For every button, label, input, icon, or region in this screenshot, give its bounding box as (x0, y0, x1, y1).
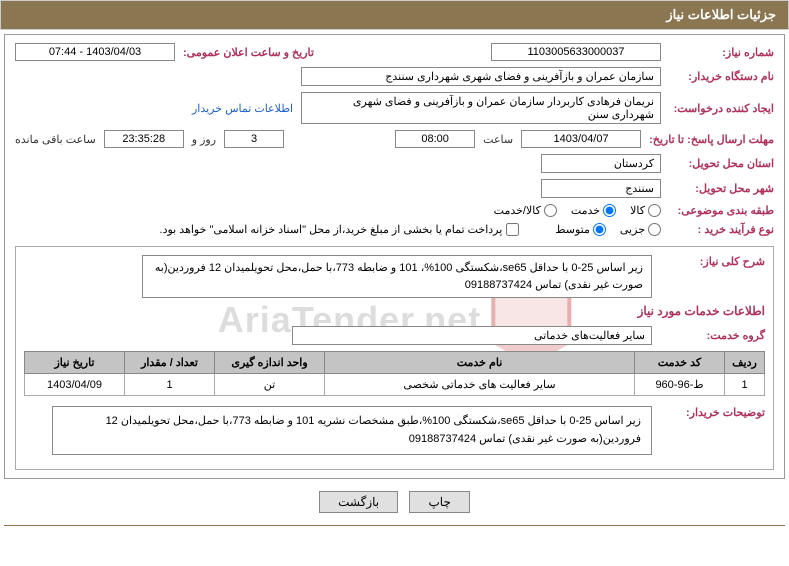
city-value: سنندج (541, 179, 661, 198)
category-radios: کالا خدمت کالا/خدمت (494, 204, 661, 217)
contact-info-link[interactable]: اطلاعات تماس خریدار (192, 102, 293, 115)
announce-label: تاریخ و ساعت اعلان عمومی: (183, 46, 314, 59)
city-label: شهر محل تحویل: (669, 182, 774, 195)
announce-value: 1403/04/03 - 07:44 (15, 43, 175, 61)
process-label: نوع فرآیند خرید : (669, 223, 774, 236)
requester-value: نریمان فرهادی کاربردار سازمان عمران و با… (301, 92, 661, 124)
days-and-label: روز و (192, 133, 216, 146)
buyer-org-value: سازمان عمران و بازآفرینی و فضای شهری شهر… (301, 67, 661, 86)
buyer-notes-value: زیر اساس 25-0 با حداقل se65،شکستگی 100%،… (52, 406, 652, 455)
category-label: طبقه بندی موضوعی: (669, 204, 774, 217)
remaining-label: ساعت باقی مانده (15, 133, 96, 146)
need-number-label: شماره نیاز: (669, 46, 774, 59)
time-remaining: 23:35:28 (104, 130, 184, 148)
cell-date: 1403/04/09 (25, 374, 125, 396)
province-label: استان محل تحویل: (669, 157, 774, 170)
treasury-checkbox[interactable]: پرداخت تمام یا بخشی از مبلغ خرید،از محل … (160, 223, 520, 236)
radio-goods[interactable]: کالا (630, 204, 661, 217)
back-button[interactable]: بازگشت (319, 491, 398, 513)
cell-unit: تن (215, 374, 325, 396)
th-name: نام خدمت (325, 352, 635, 374)
time-label: ساعت (483, 133, 513, 146)
services-table: ردیف کد خدمت نام خدمت واحد اندازه گیری ت… (24, 351, 765, 396)
radio-minor[interactable]: جزیی (620, 223, 661, 236)
service-group-label: گروه خدمت: (660, 329, 765, 342)
print-button[interactable]: چاپ (409, 491, 469, 513)
th-qty: تعداد / مقدار (125, 352, 215, 374)
main-panel: AriaTender.net شماره نیاز: 1103005633000… (4, 34, 785, 479)
cell-qty: 1 (125, 374, 215, 396)
th-code: کد خدمت (635, 352, 725, 374)
th-unit: واحد اندازه گیری (215, 352, 325, 374)
radio-medium[interactable]: متوسط (555, 223, 606, 236)
header-title: جزئیات اطلاعات نیاز (666, 7, 776, 22)
process-radios: جزیی متوسط (555, 223, 661, 236)
cell-name: سایر فعالیت های خدماتی شخصی (325, 374, 635, 396)
summary-value: زیر اساس 25-0 با حداقل se65،شکستگی 100%،… (142, 255, 652, 298)
days-remaining: 3 (224, 130, 284, 148)
table-header-row: ردیف کد خدمت نام خدمت واحد اندازه گیری ت… (25, 352, 765, 374)
th-date: تاریخ نیاز (25, 352, 125, 374)
cell-code: ط-96-960 (635, 374, 725, 396)
details-section: شرح کلی نیاز: زیر اساس 25-0 با حداقل se6… (15, 246, 774, 470)
services-info-title: اطلاعات خدمات مورد نیاز (24, 304, 765, 318)
buyer-notes-label: توضیحات خریدار: (660, 406, 765, 419)
radio-both[interactable]: کالا/خدمت (494, 204, 557, 217)
button-bar: چاپ بازگشت (0, 491, 789, 513)
service-group-value: سایر فعالیت‌های خدماتی (292, 326, 652, 345)
page-header: جزئیات اطلاعات نیاز (0, 0, 789, 30)
table-row: 1 ط-96-960 سایر فعالیت های خدماتی شخصی ت… (25, 374, 765, 396)
need-number-value: 1103005633000037 (491, 43, 661, 61)
footer-divider (4, 525, 785, 526)
radio-service[interactable]: خدمت (571, 204, 616, 217)
deadline-date: 1403/04/07 (521, 130, 641, 148)
province-value: کردستان (541, 154, 661, 173)
buyer-org-label: نام دستگاه خریدار: (669, 70, 774, 83)
deadline-time: 08:00 (395, 130, 475, 148)
summary-label: شرح کلی نیاز: (660, 255, 765, 268)
deadline-label: مهلت ارسال پاسخ: تا تاریخ: (649, 133, 774, 146)
cell-index: 1 (725, 374, 765, 396)
th-row: ردیف (725, 352, 765, 374)
requester-label: ایجاد کننده درخواست: (669, 102, 774, 115)
